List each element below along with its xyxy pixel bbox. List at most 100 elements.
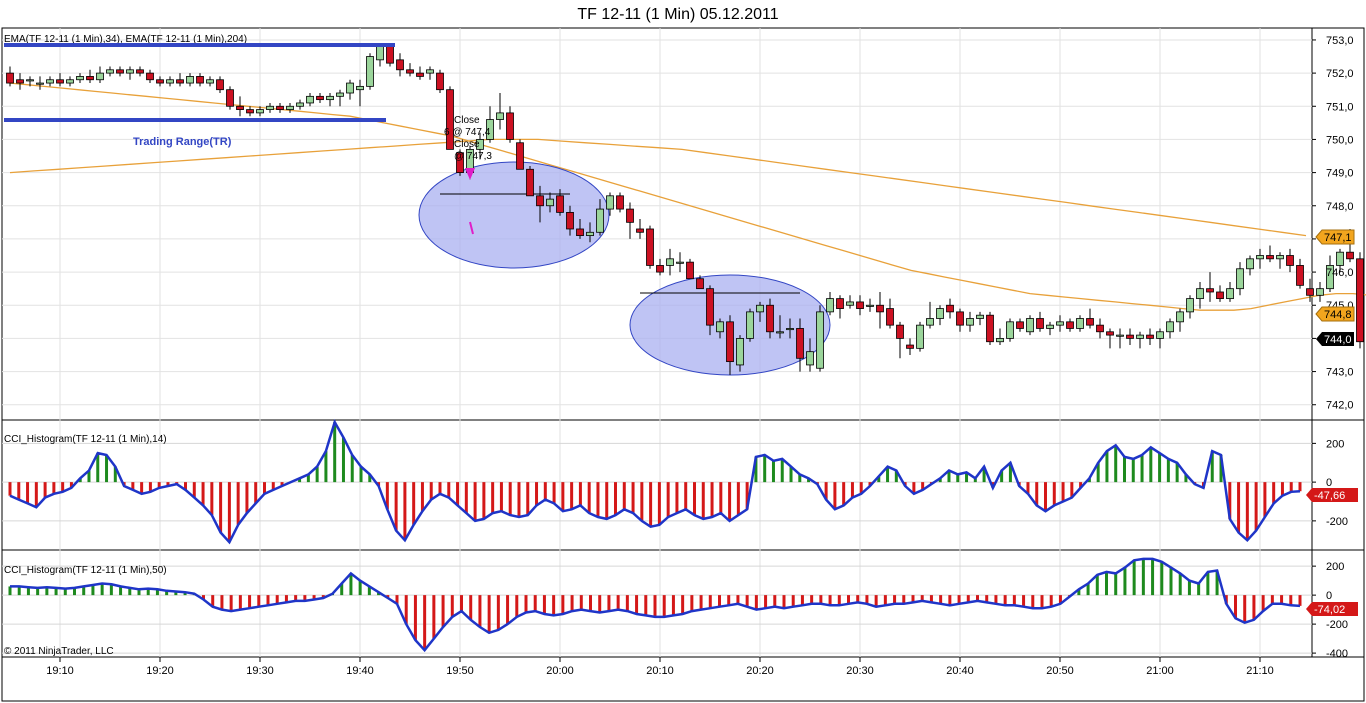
candle-body <box>436 72 444 91</box>
time-tick-label: 20:50 <box>1046 665 1074 677</box>
candle-body <box>906 344 914 349</box>
candle-body <box>586 231 594 237</box>
candle-body <box>796 328 804 359</box>
chart-title: TF 12-11 (1 Min) 05.12.2011 <box>577 6 778 23</box>
candle-body <box>676 261 684 264</box>
candle-body <box>356 85 364 91</box>
candle-body <box>256 109 264 114</box>
ema-204-line <box>9 138 1307 237</box>
candle-body <box>756 304 764 313</box>
cci14-panel-label: CCI_Histogram(TF 12-11 (1 Min),14) <box>4 434 167 445</box>
svg-text:744,8: 744,8 <box>1324 309 1352 321</box>
candle-body <box>836 298 844 309</box>
close-last-tag: 744,0 <box>1316 332 1354 346</box>
candle-body <box>126 69 134 74</box>
candle-body <box>326 95 334 101</box>
candle-body <box>506 112 514 140</box>
candle-body <box>556 195 564 213</box>
candle-body <box>1256 255 1264 260</box>
ema204-last-tag: 747,1 <box>1315 229 1355 245</box>
exit-marker-arrow <box>465 168 475 180</box>
candle-body <box>746 311 754 339</box>
candle-body <box>766 304 774 333</box>
cci14-tick-label: -200 <box>1326 516 1348 528</box>
price-tick-label: 748,0 <box>1326 201 1354 213</box>
candle-body <box>116 69 124 74</box>
candle-body <box>896 324 904 339</box>
candle-body <box>266 105 274 110</box>
svg-text:-74,02: -74,02 <box>1314 604 1345 616</box>
price-tick-label: 742,0 <box>1326 400 1354 412</box>
candle-body <box>86 76 94 81</box>
candle-body <box>956 311 964 326</box>
candle-body <box>1266 255 1274 260</box>
candle-body <box>206 79 214 84</box>
candle-body <box>1286 255 1294 266</box>
candle-body <box>1346 251 1354 260</box>
outer-frame <box>1 27 1365 702</box>
candle-body <box>1356 258 1364 343</box>
candle-body <box>856 301 864 309</box>
candle-body <box>1106 331 1114 336</box>
candle-body <box>866 304 874 307</box>
candle-body <box>1216 291 1224 300</box>
candle-body <box>346 82 354 94</box>
candle-body <box>156 79 164 84</box>
time-tick-label: 20:00 <box>546 665 574 677</box>
candle-body <box>1186 298 1194 313</box>
candle-body <box>306 95 314 104</box>
candle-body <box>1096 324 1104 333</box>
candle-body <box>186 76 194 84</box>
candle-body <box>656 265 664 273</box>
cci50-line <box>10 557 1301 653</box>
candle-body <box>446 89 454 150</box>
candle-body <box>1126 334 1134 339</box>
candle-body <box>1326 265 1334 290</box>
cci50-tick-label: -200 <box>1326 619 1348 631</box>
candle-body <box>706 288 714 326</box>
candle-body <box>726 321 734 363</box>
candle-body <box>1086 318 1094 326</box>
candle-body <box>276 105 284 110</box>
cci50-panel-label: CCI_Histogram(TF 12-11 (1 Min),50) <box>4 565 167 576</box>
candle-body <box>976 314 984 319</box>
candle-body <box>146 72 154 81</box>
time-tick-label: 20:10 <box>646 665 674 677</box>
range-ellipses <box>418 161 831 376</box>
candle-body <box>56 79 64 84</box>
candle-body <box>536 195 544 207</box>
candle-body <box>66 79 74 84</box>
ema34-last-tag: 744,8 <box>1315 306 1355 322</box>
cci50-tick-label: -400 <box>1326 648 1348 660</box>
price-tick-label: 752,0 <box>1326 68 1354 80</box>
candle-body <box>596 208 604 233</box>
copyright: © 2011 NinjaTrader, LLC <box>4 646 114 657</box>
candle-body <box>6 72 14 84</box>
candle-body <box>1276 255 1284 260</box>
y-axis: 753,0752,0751,0750,0749,0748,0747,0746,0… <box>1312 35 1354 660</box>
candle-body <box>516 142 524 170</box>
candle-body <box>496 112 504 120</box>
candle-body <box>176 79 184 84</box>
candle-body <box>996 338 1004 343</box>
candle-body <box>606 195 614 210</box>
candle-body <box>26 79 34 82</box>
candle-body <box>696 278 704 290</box>
candle-body <box>216 79 224 91</box>
candlestick-series <box>6 43 1364 375</box>
candle-body <box>1026 318 1034 333</box>
candle-body <box>546 198 554 207</box>
candle-body <box>366 56 374 87</box>
candle-body <box>106 69 114 74</box>
candle-body <box>396 59 404 71</box>
candle-body <box>16 79 24 84</box>
candle-body <box>1246 258 1254 270</box>
range-ellipse-1 <box>418 161 610 269</box>
time-tick-label: 19:10 <box>46 665 74 677</box>
candle-body <box>846 301 854 306</box>
time-tick-label: 21:00 <box>1146 665 1174 677</box>
exit-marker-line <box>469 221 474 235</box>
time-tick-label: 20:40 <box>946 665 974 677</box>
candle-body <box>566 211 574 230</box>
candle-body <box>376 46 384 61</box>
